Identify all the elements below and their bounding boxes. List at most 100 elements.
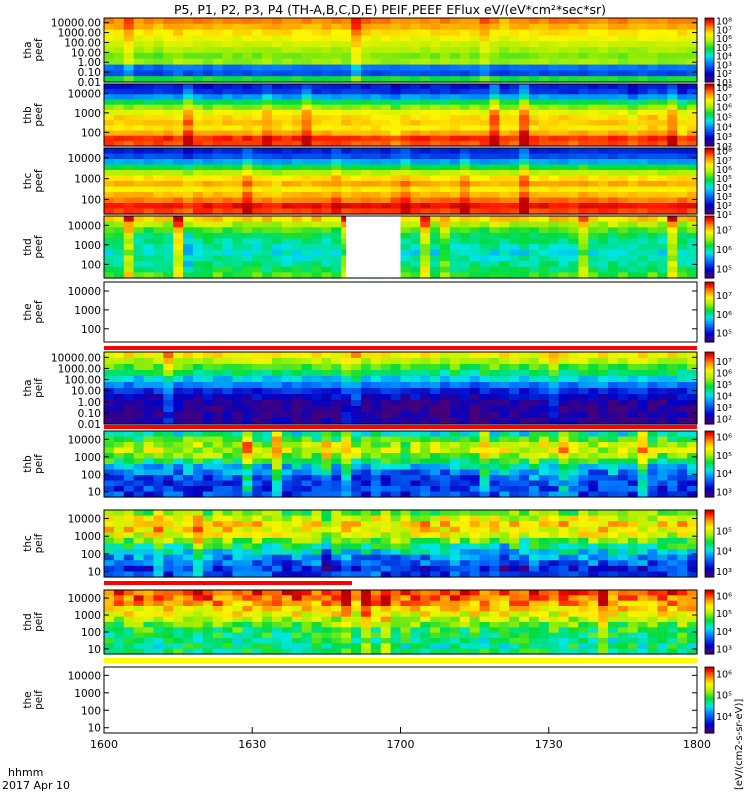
heatmap-cell: [232, 84, 243, 90]
heatmap-cell: [528, 18, 540, 25]
heatmap-cell: [341, 549, 352, 556]
heatmap-cell: [380, 84, 392, 90]
heatmap-cell: [321, 560, 332, 567]
heatmap-cell: [183, 70, 194, 77]
heatmap-cell: [281, 89, 293, 95]
heatmap-cell: [637, 370, 649, 377]
heatmap-cell: [440, 125, 451, 132]
heatmap-cell: [469, 352, 481, 359]
heatmap-cell: [588, 159, 599, 166]
colorbar-segment: [705, 328, 714, 331]
heatmap-cell: [519, 148, 530, 155]
heatmap-cell: [351, 571, 362, 578]
heatmap-cell: [449, 115, 461, 121]
heatmap-cell: [627, 94, 639, 101]
heatmap-cell: [272, 23, 283, 31]
heatmap-cell: [104, 216, 115, 223]
heatmap-cell: [212, 99, 224, 106]
heatmap-cell: [667, 358, 678, 365]
heatmap-cell: [509, 406, 520, 413]
heatmap-cell: [509, 153, 520, 160]
heatmap-cell: [440, 70, 451, 77]
heatmap-cell: [123, 227, 135, 234]
heatmap-cell: [232, 99, 243, 106]
heatmap-cell: [677, 221, 688, 228]
heatmap-cell: [509, 203, 520, 210]
heatmap-cell: [212, 197, 224, 204]
colorbar-segment: [705, 353, 714, 357]
heatmap-cell: [400, 412, 411, 419]
heatmap-cell: [558, 120, 570, 126]
y-tick-label: 10: [88, 487, 101, 499]
heatmap-cell: [380, 480, 392, 487]
heatmap-cell: [153, 431, 164, 438]
heatmap-cell: [578, 120, 589, 126]
heatmap-cell: [588, 197, 599, 204]
heatmap-cell: [163, 244, 174, 251]
heatmap-cell: [677, 135, 688, 142]
heatmap-cell: [568, 130, 579, 137]
heatmap-cell: [311, 394, 323, 401]
heatmap-cell: [528, 376, 540, 383]
heatmap-cell: [499, 491, 510, 498]
heatmap-cell: [558, 266, 570, 273]
heatmap-cell: [538, 376, 550, 383]
heatmap-cell: [291, 491, 303, 498]
heatmap-cell: [509, 216, 520, 223]
heatmap-cell: [242, 35, 253, 42]
heatmap-cell: [588, 125, 599, 132]
heatmap-cell: [113, 58, 125, 66]
heatmap-cell: [232, 52, 243, 60]
heatmap-cell: [222, 94, 234, 101]
heatmap-cell: [183, 458, 194, 465]
heatmap-cell: [588, 84, 599, 90]
heatmap-cell: [301, 109, 313, 116]
heatmap-cell: [390, 406, 402, 413]
heatmap-cell: [469, 175, 481, 182]
heatmap-cell: [331, 227, 342, 234]
heatmap-cell: [311, 352, 323, 359]
heatmap-cell: [202, 549, 214, 556]
heatmap-cell: [677, 47, 688, 54]
heatmap-cell: [281, 130, 293, 137]
heatmap-cell: [351, 35, 362, 42]
heatmap-cell: [400, 115, 411, 121]
heatmap-cell: [301, 352, 313, 359]
heatmap-cell: [519, 181, 530, 188]
heatmap-cell: [538, 70, 550, 77]
heatmap-cell: [548, 376, 560, 383]
heatmap-cell: [499, 197, 510, 204]
heatmap-cell: [440, 469, 451, 476]
heatmap-cell: [519, 109, 530, 116]
heatmap-cell: [538, 431, 550, 438]
heatmap-cell: [420, 120, 431, 126]
heatmap-cell: [410, 458, 421, 465]
heatmap-cell: [104, 120, 115, 126]
heatmap-cell: [370, 453, 382, 460]
heatmap-cell: [331, 364, 342, 371]
heatmap-cell: [499, 41, 510, 48]
heatmap-cell: [192, 475, 204, 482]
heatmap-cell: [262, 244, 273, 251]
heatmap-cell: [637, 192, 649, 199]
heatmap-cell: [153, 388, 164, 395]
heatmap-cell: [469, 388, 481, 395]
heatmap-cell: [153, 406, 164, 413]
heatmap-cell: [311, 23, 323, 31]
heatmap-cell: [400, 358, 411, 365]
heatmap-cell: [627, 99, 639, 106]
heatmap-cell: [113, 159, 125, 166]
heatmap-cell: [568, 216, 579, 223]
y-tick-label: 1000.00: [58, 363, 101, 375]
y-tick-label: 10000.00: [51, 352, 101, 364]
heatmap-cell: [192, 175, 204, 182]
heatmap-cell: [341, 364, 352, 371]
heatmap-cell: [281, 352, 293, 359]
heatmap-cell: [370, 458, 382, 465]
heatmap-cell: [608, 186, 619, 193]
heatmap-cell: [163, 41, 174, 48]
heatmap-cell: [528, 153, 540, 160]
heatmap-cell: [242, 255, 253, 262]
heatmap-cell: [321, 469, 332, 476]
heatmap-cell: [449, 208, 461, 215]
